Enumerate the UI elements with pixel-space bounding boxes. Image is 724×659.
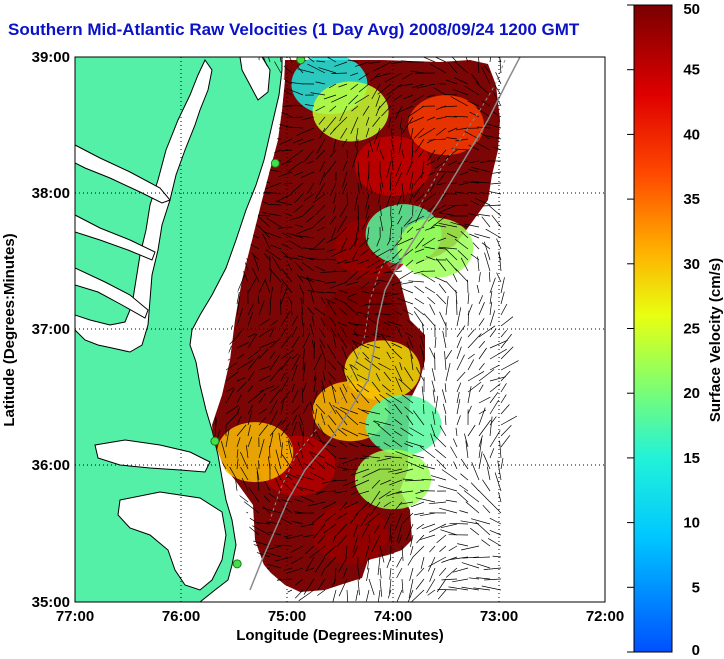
velocity-vector	[422, 480, 435, 481]
colorbar-tick-label: 15	[683, 450, 700, 467]
colorbar-tick-label: 45	[683, 62, 700, 79]
hatteras-station	[233, 560, 241, 568]
y-tick-label: 38:00	[32, 185, 70, 202]
velocity-vector	[309, 249, 325, 250]
x-tick-label: 75:00	[268, 608, 306, 625]
velocity-vector	[314, 342, 315, 359]
colorbar-label: Surface Velocity (cm/s)	[707, 258, 724, 422]
y-axis: 39:00 38:00 37:00 36:00 35:00 Latitude (…	[1, 49, 70, 611]
velocity-speed-blob	[313, 504, 389, 564]
x-tick-label: 76:00	[162, 608, 200, 625]
y-tick-label: 39:00	[32, 49, 70, 66]
y-tick-label: 37:00	[32, 321, 70, 338]
colorbar-tick-label: 0	[692, 642, 700, 659]
x-tick-label: 73:00	[480, 608, 518, 625]
velocity-vector	[457, 300, 458, 315]
x-tick-label: 74:00	[374, 608, 412, 625]
velocity-speed-blob	[313, 82, 389, 142]
velocity-map-figure: 77:00 76:00 75:00 74:00 73:00 72:00 Long…	[0, 0, 724, 659]
velocity-vector	[391, 535, 392, 544]
colorbar-tick-label: 10	[683, 515, 700, 532]
colorbar-tick-label: 35	[683, 191, 700, 208]
velocity-speed-blob	[323, 286, 399, 346]
velocity-vector	[270, 205, 282, 206]
delmarva-station	[271, 159, 279, 167]
colorbar-tick-label: 25	[683, 321, 700, 338]
colorbar-tick-label: 5	[692, 579, 700, 596]
velocity-vector	[281, 299, 282, 315]
y-tick-label: 36:00	[32, 457, 70, 474]
y-axis-label: Latitude (Degrees:Minutes)	[1, 233, 18, 426]
colorbar-gradient	[634, 5, 672, 652]
colorbar: 0 5 10 15 20 25 30 35 40 45 50 Surface Velocity (c…	[627, 1, 724, 659]
map-plot-area	[75, 45, 605, 608]
y-tick-label: 35:00	[32, 594, 70, 611]
velocity-vector	[303, 292, 304, 304]
colorbar-tick-label: 40	[683, 126, 700, 143]
virginia-beach-station	[211, 437, 219, 445]
velocity-speed-blob	[366, 395, 442, 455]
colorbar-tick-label: 50	[683, 1, 700, 18]
x-axis: 77:00 76:00 75:00 74:00 73:00 72:00 Long…	[56, 608, 624, 644]
x-axis-label: Longitude (Degrees:Minutes)	[236, 627, 444, 644]
colorbar-tick-label: 30	[683, 256, 700, 273]
colorbar-tick-label: 20	[683, 385, 700, 402]
velocity-vector	[215, 417, 216, 425]
x-tick-label: 72:00	[586, 608, 624, 625]
